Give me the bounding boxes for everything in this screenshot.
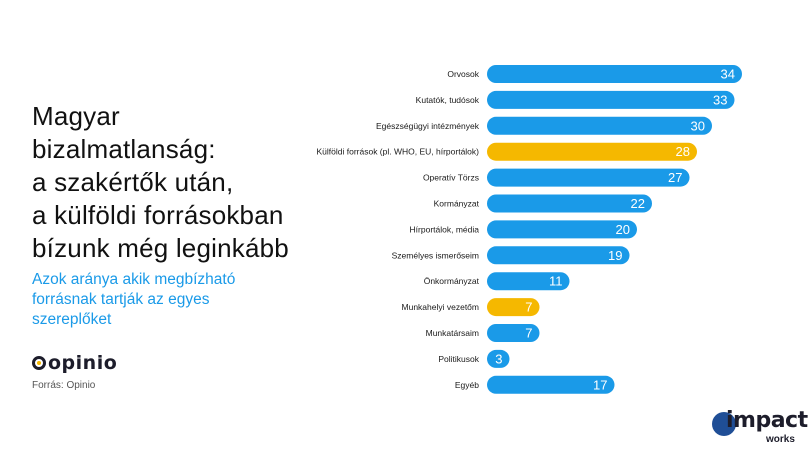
value-label: 7 (525, 300, 532, 315)
bar (487, 194, 652, 213)
bar (487, 298, 540, 317)
bar (487, 65, 742, 83)
bar (487, 324, 540, 342)
chart-subtitle: Azok aránya akik megbízható forrásnak ta… (32, 270, 282, 330)
category-label: Orvosok (447, 69, 479, 79)
bar-group: Operatív Törzs 27 (423, 168, 690, 187)
value-label: 19 (608, 248, 622, 263)
value-label: 22 (631, 196, 645, 211)
subtitle-line: forrásnak tartják az egyes (32, 291, 210, 308)
category-label: Munkahelyi vezetőm (402, 302, 479, 312)
bar (487, 142, 697, 161)
impact-works-logo: impact works (712, 408, 808, 448)
bar (487, 90, 735, 109)
impact-logo-dot (712, 412, 736, 436)
bar-group: Munkatársaim 7 (426, 324, 540, 342)
bar-group: Önkormányzat 11 (424, 272, 570, 291)
bar-group: Egyéb 17 (455, 375, 615, 394)
bar-group: Hírportálok, média 20 (410, 220, 637, 239)
category-label: Politikusok (438, 354, 479, 364)
headline-line: Magyar (32, 101, 120, 131)
opinio-logo-text: opinio (48, 352, 118, 374)
headline-line: bízunk még leginkább (32, 233, 289, 263)
subtitle-line: szereplőket (32, 311, 112, 328)
bar-group: Politikusok 3 (438, 349, 510, 368)
value-label: 17 (593, 377, 607, 392)
bar (487, 349, 510, 368)
value-label: 30 (691, 118, 705, 133)
bar-group: Orvosok 34 (447, 65, 742, 83)
bar-group: Személyes ismerőseim 19 (392, 246, 630, 265)
value-label: 33 (713, 92, 727, 107)
headline-line: bizalmatlanság: (32, 134, 216, 164)
category-label: Egészségügyi intézmények (376, 121, 480, 131)
impact-logo-word: impact (726, 408, 808, 433)
category-label: Külföldi források (pl. WHO, EU, hírportá… (317, 147, 480, 157)
value-label: 34 (721, 67, 735, 82)
opinio-logo: opinio (32, 352, 117, 374)
bar-group: Külföldi források (pl. WHO, EU, hírportá… (317, 142, 697, 161)
opinio-logo-mark (32, 356, 46, 370)
category-label: Munkatársaim (426, 328, 479, 338)
source-note: Forrás: Opinio (32, 380, 96, 391)
category-label: Személyes ismerőseim (392, 250, 479, 260)
headline-line: a szakértők után, (32, 167, 234, 197)
value-label: 11 (549, 274, 563, 289)
category-label: Hírportálok, média (410, 224, 480, 234)
impact-logo-sub: works (766, 434, 795, 445)
value-label: 20 (616, 222, 630, 237)
category-label: Operatív Törzs (423, 173, 479, 183)
value-label: 28 (676, 144, 690, 159)
bar (487, 116, 712, 135)
subtitle-line: Azok aránya akik megbízható (32, 271, 236, 288)
bar (487, 220, 637, 239)
chart-headline: Magyar bizalmatlanság: a szakértők után,… (32, 100, 322, 265)
bar (487, 272, 570, 291)
category-label: Önkormányzat (424, 276, 480, 286)
category-label: Kormányzat (434, 199, 480, 209)
bar-group: Munkahelyi vezetőm 7 (402, 298, 540, 317)
category-label: Kutatók, tudósok (416, 95, 480, 105)
value-label: 3 (495, 351, 502, 366)
bar (487, 246, 630, 265)
bar (487, 168, 690, 187)
bar-group: Kormányzat 22 (434, 194, 652, 213)
bar (487, 375, 615, 394)
category-label: Egyéb (455, 380, 479, 390)
bar-group: Kutatók, tudósok 33 (416, 90, 735, 109)
headline-line: a külföldi forrásokban (32, 200, 284, 230)
bar-group: Egészségügyi intézmények 30 (376, 116, 712, 135)
value-label: 7 (525, 326, 532, 341)
value-label: 27 (668, 170, 682, 185)
